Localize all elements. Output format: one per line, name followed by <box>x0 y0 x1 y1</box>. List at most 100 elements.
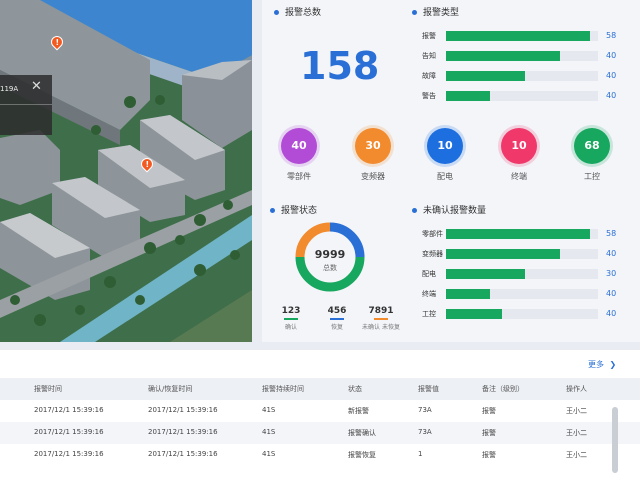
bar-value: 40 <box>606 249 617 258</box>
category-1[interactable]: 30 变频器 <box>348 128 398 182</box>
category-4[interactable]: 68 工控 <box>567 128 617 182</box>
bar-fill <box>446 269 526 279</box>
table-cell: 新报警 <box>348 407 369 415</box>
bullet-icon <box>412 10 417 15</box>
bar-row: 零部件 58 <box>422 228 632 240</box>
table-header: 报警时间 确认/恢复时间 报警持续时间 状态 报警值 备注（级别） 操作人 <box>0 378 640 400</box>
stat-label: 恢复 <box>330 324 343 331</box>
table-scrollbar[interactable] <box>612 407 618 473</box>
table-cell: 1 <box>418 450 423 458</box>
column-header: 操作人 <box>566 385 587 393</box>
bar-track <box>446 31 598 41</box>
aerial-map[interactable]: ! ! 119A ✕ <box>0 0 252 342</box>
category-count: 10 <box>501 128 537 164</box>
bullet-icon <box>270 208 275 213</box>
bar-row: 变频器 40 <box>422 248 632 260</box>
bar-fill <box>446 71 526 81</box>
table-cell: 报警恢复 <box>348 451 376 459</box>
status-stat: 7891 未确认 未恢复 <box>360 306 402 331</box>
bar-fill <box>446 91 491 101</box>
bar-value: 40 <box>606 309 617 318</box>
category-label: 工控 <box>584 172 600 181</box>
bar-track <box>446 51 598 61</box>
status-stat: 123 确认 <box>270 306 312 331</box>
table-cell: 报警 <box>482 451 496 459</box>
bar-fill <box>446 249 560 259</box>
more-link[interactable]: 更多 ❯ <box>588 360 617 369</box>
table-cell: 2017/12/1 15:39:16 <box>148 406 218 414</box>
bar-fill <box>446 229 591 239</box>
table-cell: 2017/12/1 15:39:16 <box>148 428 218 436</box>
table-cell: 2017/12/1 15:39:16 <box>34 428 104 436</box>
bar-row: 终端 40 <box>422 288 632 300</box>
table-row[interactable]: 2017/12/1 15:39:16 2017/12/1 15:39:16 41S 新… <box>0 400 640 422</box>
alarm-status-title: 报警状态 <box>270 203 317 216</box>
close-icon[interactable]: ✕ <box>31 79 42 94</box>
bar-row: 警告 40 <box>422 90 632 102</box>
column-header: 备注（级别） <box>482 385 524 393</box>
bar-track <box>446 289 598 299</box>
column-header: 报警值 <box>418 385 439 393</box>
dashboard-panel: 报警总数 158 报警类型 报警 58 告知 40 故障 40 警告 40 40 零部件 30 变频… <box>262 0 640 342</box>
bar-label: 零部件 <box>422 230 443 238</box>
bar-fill <box>446 31 591 41</box>
bar-label: 故障 <box>422 72 436 80</box>
column-header: 状态 <box>348 385 362 393</box>
bar-value: 30 <box>606 269 617 278</box>
bar-track <box>446 249 598 259</box>
bar-label: 工控 <box>422 310 436 318</box>
bar-fill <box>446 51 560 61</box>
table-cell: 2017/12/1 15:39:16 <box>34 406 104 414</box>
bar-value: 40 <box>606 91 617 100</box>
bar-value: 40 <box>606 71 617 80</box>
table-cell: 报警确认 <box>348 429 376 437</box>
table-cell: 73A <box>418 406 432 414</box>
category-2[interactable]: 10 配电 <box>420 128 470 182</box>
table-row[interactable]: 2017/12/1 15:39:16 2017/12/1 15:39:16 41S 报… <box>0 422 640 444</box>
table-cell: 2017/12/1 15:39:16 <box>34 450 104 458</box>
map-info-popup: 119A ✕ <box>0 75 52 135</box>
stat-label: 未确认 未恢复 <box>362 324 400 331</box>
bar-label: 终端 <box>422 290 436 298</box>
category-count: 40 <box>281 128 317 164</box>
donut-total-label: 总数 <box>323 264 337 272</box>
alarm-types-title: 报警类型 <box>412 5 459 18</box>
category-count: 30 <box>355 128 391 164</box>
stat-label: 确认 <box>284 324 297 331</box>
category-0[interactable]: 40 零部件 <box>274 128 324 182</box>
chevron-right-icon: ❯ <box>609 360 617 369</box>
bar-track <box>446 309 598 319</box>
bar-value: 58 <box>606 31 617 40</box>
table-cell: 73A <box>418 428 432 436</box>
bar-row: 工控 40 <box>422 308 632 320</box>
bar-track <box>446 269 598 279</box>
alarm-total-title: 报警总数 <box>274 5 321 18</box>
category-count: 68 <box>574 128 610 164</box>
donut-segment-recovered <box>329 222 365 258</box>
bar-track <box>446 91 598 101</box>
alarm-total-value: 158 <box>300 44 380 88</box>
column-header: 报警时间 <box>34 385 62 393</box>
table-cell: 41S <box>262 406 276 414</box>
table-cell: 王小二 <box>566 407 587 415</box>
bar-label: 告知 <box>422 52 436 60</box>
table-cell: 41S <box>262 450 276 458</box>
table-cell: 王小二 <box>566 451 587 459</box>
category-label: 终端 <box>511 172 527 181</box>
bullet-icon <box>412 208 417 213</box>
category-3[interactable]: 10 终端 <box>494 128 544 182</box>
category-label: 零部件 <box>287 172 311 181</box>
bar-row: 故障 40 <box>422 70 632 82</box>
stat-color-bar <box>284 318 298 320</box>
bar-label: 警告 <box>422 92 436 100</box>
table-row[interactable]: 2017/12/1 15:39:16 2017/12/1 15:39:16 41S 报… <box>0 444 640 466</box>
stat-value: 7891 <box>368 306 394 316</box>
stat-color-bar <box>330 318 344 320</box>
stat-value: 123 <box>281 306 301 316</box>
bar-value: 58 <box>606 229 617 238</box>
bar-fill <box>446 309 503 319</box>
donut-segment-confirmed <box>295 256 365 292</box>
bar-value: 40 <box>606 51 617 60</box>
bar-row: 告知 40 <box>422 50 632 62</box>
donut-total: 9999 <box>314 248 346 261</box>
